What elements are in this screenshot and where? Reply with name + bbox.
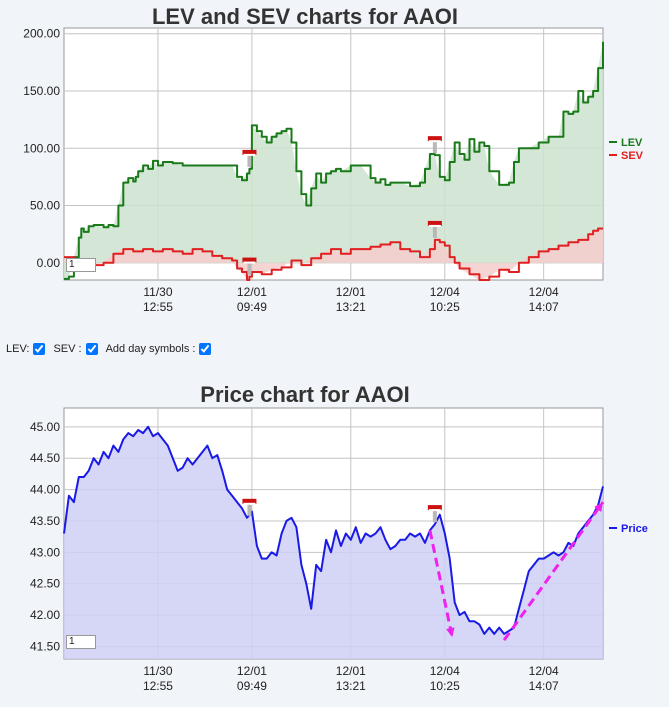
- y-tick-label: 44.00: [30, 483, 60, 497]
- day-symbol-flag: [427, 220, 442, 226]
- y-tick-label: 43.50: [30, 514, 60, 528]
- y-tick-label: 150.00: [23, 84, 60, 98]
- day-symbol-icon: [427, 505, 442, 523]
- lev-sev-chart: LEV and SEV charts for AAOI200.00150.001…: [23, 4, 644, 314]
- x-tick-date: 12/04: [430, 285, 460, 299]
- x-tick-time: 14:07: [529, 679, 559, 693]
- trend-arrow-line: [502, 501, 605, 642]
- day-symbol-post: [247, 260, 252, 275]
- day-symbol-flag: [242, 498, 257, 504]
- x-tick-date: 12/01: [336, 285, 366, 299]
- chart-title: Price chart for AAOI: [200, 382, 409, 407]
- lev-checkbox[interactable]: [33, 343, 46, 355]
- day-symbol-icon: [427, 136, 442, 154]
- y-tick-label: 100.00: [23, 141, 60, 155]
- y-tick-label: 43.00: [30, 545, 60, 559]
- series-line-sev: [64, 227, 603, 281]
- day-symbol-flag: [242, 257, 257, 263]
- series-area-sev: [64, 228, 603, 280]
- price-period-input[interactable]: 1: [66, 635, 96, 649]
- x-tick-date: 11/30: [143, 664, 172, 678]
- day-symbol-icon: [242, 498, 257, 516]
- day-symbol-icon: [427, 220, 442, 238]
- day-symbol-post: [247, 501, 252, 516]
- sev-checkbox-label: SEV :: [53, 343, 82, 355]
- x-tick-date: 12/04: [529, 664, 559, 678]
- x-tick-date: 11/30: [143, 285, 172, 299]
- chart-title: LEV and SEV charts for AAOI: [152, 4, 458, 29]
- y-tick-label: 41.50: [30, 639, 60, 653]
- day-symbol-flag-stripe: [243, 153, 256, 156]
- day-symbol-flag: [427, 505, 442, 511]
- y-tick-label: 44.50: [30, 451, 60, 465]
- trend-arrow-line: [428, 530, 454, 638]
- day-symbol-flag: [427, 136, 442, 142]
- day-symbol-post: [432, 223, 437, 238]
- x-tick-time: 10:25: [430, 679, 460, 693]
- x-tick-time: 12:55: [143, 300, 173, 314]
- y-tick-label: 45.00: [30, 420, 60, 434]
- day-symbol-flag-stripe: [428, 224, 441, 227]
- x-tick-time: 09:49: [237, 679, 267, 693]
- day-symbol-post: [247, 152, 252, 167]
- day-symbols-checkbox-label: Add day symbols :: [105, 343, 196, 355]
- sev-checkbox[interactable]: [85, 343, 98, 355]
- x-tick-time: 12:55: [143, 679, 173, 693]
- day-symbol-flag-stripe: [243, 261, 256, 264]
- day-symbol-flag-stripe: [243, 502, 256, 505]
- day-symbol-post: [432, 139, 437, 154]
- x-tick-time: 10:25: [430, 300, 460, 314]
- y-tick-label: 42.50: [30, 577, 60, 591]
- legend-label-lev: LEV: [621, 137, 643, 149]
- series-area-lev: [64, 41, 603, 279]
- chart-options: LEV: SEV : Add day symbols :: [6, 343, 217, 355]
- lev-period-input[interactable]: 1: [66, 258, 96, 272]
- legend-label-sev: SEV: [621, 150, 644, 162]
- x-tick-time: 09:49: [237, 300, 267, 314]
- x-tick-time: 13:21: [336, 679, 366, 693]
- trend-arrow-head: [594, 502, 603, 512]
- y-tick-label: 0.00: [37, 256, 61, 270]
- x-tick-date: 12/04: [529, 285, 559, 299]
- day-symbols-checkbox[interactable]: [199, 343, 212, 355]
- series-line-lev: [64, 41, 604, 280]
- x-tick-time: 14:07: [529, 300, 559, 314]
- y-tick-label: 50.00: [30, 199, 60, 213]
- y-tick-label: 42.00: [30, 608, 60, 622]
- lev-checkbox-label: LEV:: [6, 343, 30, 355]
- day-symbol-flag-stripe: [428, 509, 441, 512]
- legend-label-price: Price: [621, 523, 648, 535]
- day-symbol-icon: [242, 149, 257, 167]
- x-tick-date: 12/01: [237, 664, 267, 678]
- day-symbol-flag: [242, 149, 257, 155]
- day-symbol-flag-stripe: [428, 140, 441, 143]
- y-tick-label: 200.00: [23, 27, 60, 41]
- x-tick-date: 12/04: [430, 664, 460, 678]
- day-symbol-post: [432, 508, 437, 523]
- x-tick-date: 12/01: [336, 664, 366, 678]
- trend-arrow-head: [446, 627, 455, 638]
- x-tick-date: 12/01: [237, 285, 267, 299]
- x-tick-time: 13:21: [336, 300, 366, 314]
- day-symbol-icon: [242, 257, 257, 275]
- price-chart: Price chart for AAOI 45.00 44.50 44.00 43.50…: [30, 382, 648, 693]
